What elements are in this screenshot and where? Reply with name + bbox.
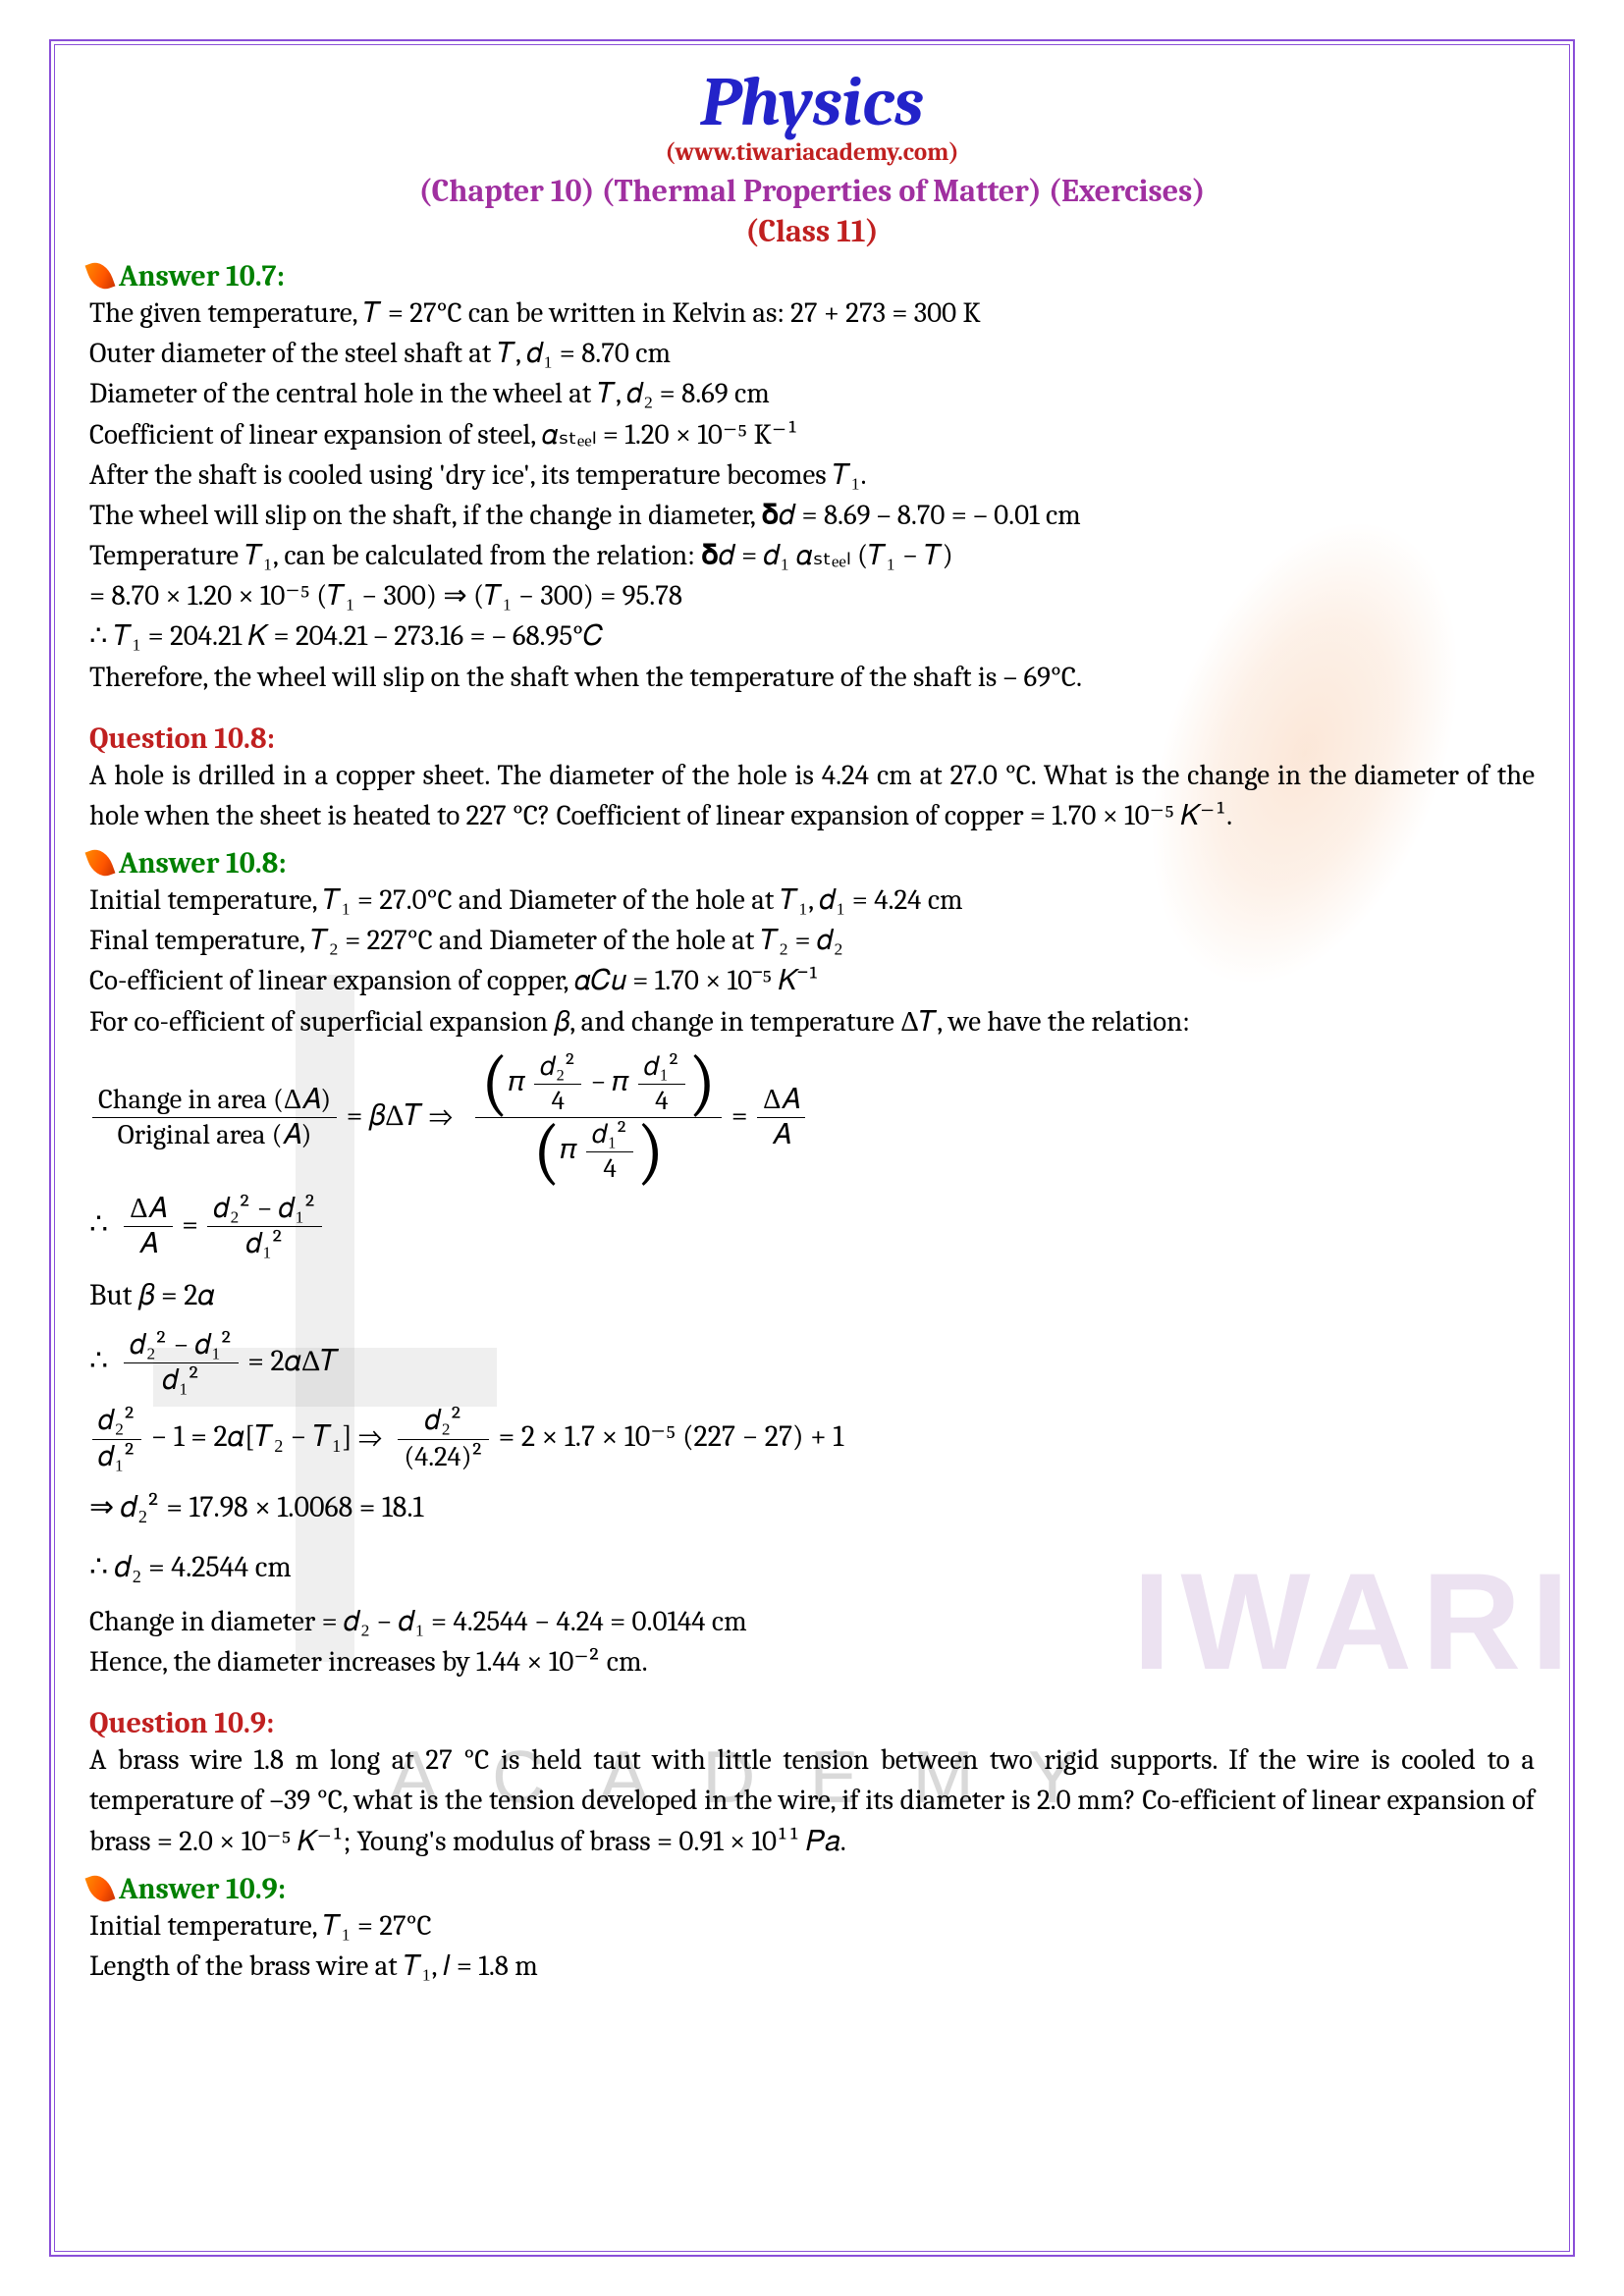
- ans107-line9: ∴ 𝑇₁ = 204.21 𝐾 = 204.21 – 273.16 = – 68…: [89, 616, 1535, 657]
- answer-10-9-label: Answer 10.9:: [119, 1872, 286, 1906]
- answer-10-7-heading: Answer 10.7:: [89, 259, 1535, 294]
- ans109-line2: Length of the brass wire at 𝑇₁, 𝑙 = 1.8 …: [89, 1947, 1535, 1987]
- eq4-lhs-den: 𝑑₁²: [124, 1363, 238, 1396]
- ans108-equation2: ∴ Δ𝐴 𝐴 = 𝑑₂² − 𝑑₁² 𝑑₁²: [89, 1194, 1535, 1260]
- ans108-line2: Final temperature, 𝑇₂ = 227°C and Diamet…: [89, 921, 1535, 961]
- website-link: (www.tiwariacademy.com): [89, 138, 1535, 167]
- eq4-lhs: 𝑑₂² − 𝑑₁² 𝑑₁²: [124, 1330, 238, 1397]
- answer-10-8-body: Initial temperature, 𝑇₁ = 27.0°C and Dia…: [89, 881, 1535, 1042]
- eq2-pre: ∴: [89, 1207, 108, 1242]
- eq4-pre: ∴: [89, 1343, 108, 1377]
- eq5-mid: − 1 = 2𝛼[𝑇₂ − 𝑇₁] ⇒: [151, 1419, 382, 1454]
- flame-icon: [89, 853, 119, 873]
- page-root: IWARI ACADEMY Physics (www.tiwariacademy…: [0, 0, 1624, 2296]
- answer-10-8-label: Answer 10.8:: [119, 846, 287, 881]
- ans107-line8: = 8.70 × 1.20 × 10⁻⁵ (𝑇₁ − 300) ⇒ (𝑇₁ − …: [89, 576, 1535, 616]
- frac-big-num: (𝜋 𝑑₂²4 − 𝜋 𝑑₁²4) (𝜋 𝑑₁²4): [475, 1052, 723, 1184]
- flame-icon: [89, 266, 119, 286]
- eq4-rhs: = 2𝛼Δ𝑇: [247, 1343, 339, 1377]
- ans107-line1: The given temperature, 𝑇 = 27°C can be w…: [89, 294, 1535, 334]
- ans107-line3: Diameter of the central hole in the whee…: [89, 374, 1535, 414]
- eq2-lhs: Δ𝐴 𝐴: [124, 1194, 172, 1260]
- eq5-lhs-num: 𝑑₂²: [92, 1406, 141, 1439]
- inner-border: IWARI ACADEMY Physics (www.tiwariacademy…: [54, 44, 1570, 2252]
- eq1-mid: = 𝛽Δ𝑇 ⇒: [347, 1098, 453, 1133]
- ans107-line2: Outer diameter of the steel shaft at 𝑇, …: [89, 334, 1535, 374]
- eq5-lhs-den: 𝑑₁²: [92, 1440, 141, 1472]
- frac-delta-a: Δ𝐴 𝐴: [757, 1085, 805, 1151]
- outer-border: IWARI ACADEMY Physics (www.tiwariacademy…: [49, 39, 1575, 2257]
- page-title: Physics: [89, 65, 1535, 140]
- eq5-rfrac-den: (4.24)²: [398, 1440, 489, 1472]
- ans108-equation1: Change in area (Δ𝐴) Original area (𝐴) = …: [89, 1052, 1535, 1184]
- ans108-line1: Initial temperature, 𝑇₁ = 27.0°C and Dia…: [89, 881, 1535, 921]
- answer-10-7-label: Answer 10.7:: [119, 259, 285, 294]
- ans107-line4: Coefficient of linear expansion of steel…: [89, 415, 1535, 455]
- question-10-9-heading: Question 10.9:: [89, 1706, 1535, 1740]
- eq2-lhs-num: Δ𝐴: [124, 1194, 172, 1227]
- ans107-line5: After the shaft is cooled using 'dry ice…: [89, 455, 1535, 496]
- eq2-equals: =: [182, 1207, 198, 1242]
- ans108-line4: For co-efficient of superficial expansio…: [89, 1002, 1535, 1042]
- ans107-line7: Temperature 𝑇₁, can be calculated from t…: [89, 536, 1535, 576]
- ans108-line6: Hence, the diameter increases by 1.44 × …: [89, 1642, 1535, 1682]
- ans108-equation3: But 𝛽 = 2𝛼: [89, 1270, 1535, 1320]
- question-10-8-heading: Question 10.8:: [89, 721, 1535, 756]
- ans108-conclusion: Change in diameter = 𝑑₂ − 𝑑₁ = 4.2544 − …: [89, 1602, 1535, 1682]
- question-10-8-text: A hole is drilled in a copper sheet. The…: [89, 756, 1535, 836]
- eq4-lhs-num: 𝑑₂² − 𝑑₁²: [124, 1330, 238, 1363]
- frac-delta-a-num: Δ𝐴: [757, 1085, 805, 1118]
- page-content: Physics (www.tiwariacademy.com) (Chapter…: [89, 65, 1535, 1987]
- eq2-rhs-den: 𝑑₁²: [207, 1227, 321, 1259]
- answer-10-7-body: The given temperature, 𝑇 = 27°C can be w…: [89, 294, 1535, 698]
- ans108-equation4: ∴ 𝑑₂² − 𝑑₁² 𝑑₁² = 2𝛼Δ𝑇: [89, 1330, 1535, 1397]
- eq5-rfrac-num: 𝑑₂²: [398, 1406, 489, 1439]
- eq2-lhs-den: 𝐴: [124, 1227, 172, 1259]
- answer-10-9-heading: Answer 10.9:: [89, 1872, 1535, 1906]
- ans107-line6: The wheel will slip on the shaft, if the…: [89, 496, 1535, 536]
- class-label: (Class 11): [89, 213, 1535, 249]
- ans108-equation7: ∴ 𝑑₂ = 4.2544 cm: [89, 1542, 1535, 1592]
- question-10-9-text: A brass wire 1.8 m long at 27 °C is held…: [89, 1740, 1535, 1862]
- ans107-line10: Therefore, the wheel will slip on the sh…: [89, 658, 1535, 698]
- eq2-rhs-num: 𝑑₂² − 𝑑₁²: [207, 1194, 321, 1227]
- frac-area: Change in area (Δ𝐴) Original area (𝐴): [92, 1085, 337, 1151]
- frac-area-den: Original area (𝐴): [92, 1118, 337, 1150]
- frac-big-num-top: (𝜋 𝑑₂²4 − 𝜋 𝑑₁²4): [475, 1052, 723, 1119]
- answer-10-9-body: Initial temperature, 𝑇₁ = 27°C Length of…: [89, 1906, 1535, 1987]
- frac-delta-a-den: 𝐴: [757, 1118, 805, 1150]
- ans108-equation5: 𝑑₂² 𝑑₁² − 1 = 2𝛼[𝑇₂ − 𝑇₁] ⇒ 𝑑₂² (4.24)² …: [89, 1406, 1535, 1472]
- eq2-rhs: 𝑑₂² − 𝑑₁² 𝑑₁²: [207, 1194, 321, 1260]
- ans108-line5: Change in diameter = 𝑑₂ − 𝑑₁ = 4.2544 − …: [89, 1602, 1535, 1642]
- frac-area-num: Change in area (Δ𝐴): [92, 1085, 337, 1118]
- ans108-equation6: ⇒ 𝑑₂² = 17.98 × 1.0068 = 18.1: [89, 1482, 1535, 1532]
- answer-10-8-heading: Answer 10.8:: [89, 846, 1535, 881]
- frac-big-num-bot: (𝜋 𝑑₁²4): [475, 1118, 723, 1184]
- eq5-lhs: 𝑑₂² 𝑑₁²: [92, 1406, 141, 1472]
- flame-icon: [89, 1879, 119, 1898]
- eq5-rfrac: 𝑑₂² (4.24)²: [398, 1406, 489, 1472]
- eq5-rhs: = 2 × 1.7 × 10⁻⁵ (227 − 27) + 1: [499, 1419, 844, 1454]
- chapter-heading: (Chapter 10) (Thermal Properties of Matt…: [89, 173, 1535, 209]
- ans109-line1: Initial temperature, 𝑇₁ = 27°C: [89, 1906, 1535, 1947]
- ans108-line3: Co-efficient of linear expansion of copp…: [89, 961, 1535, 1001]
